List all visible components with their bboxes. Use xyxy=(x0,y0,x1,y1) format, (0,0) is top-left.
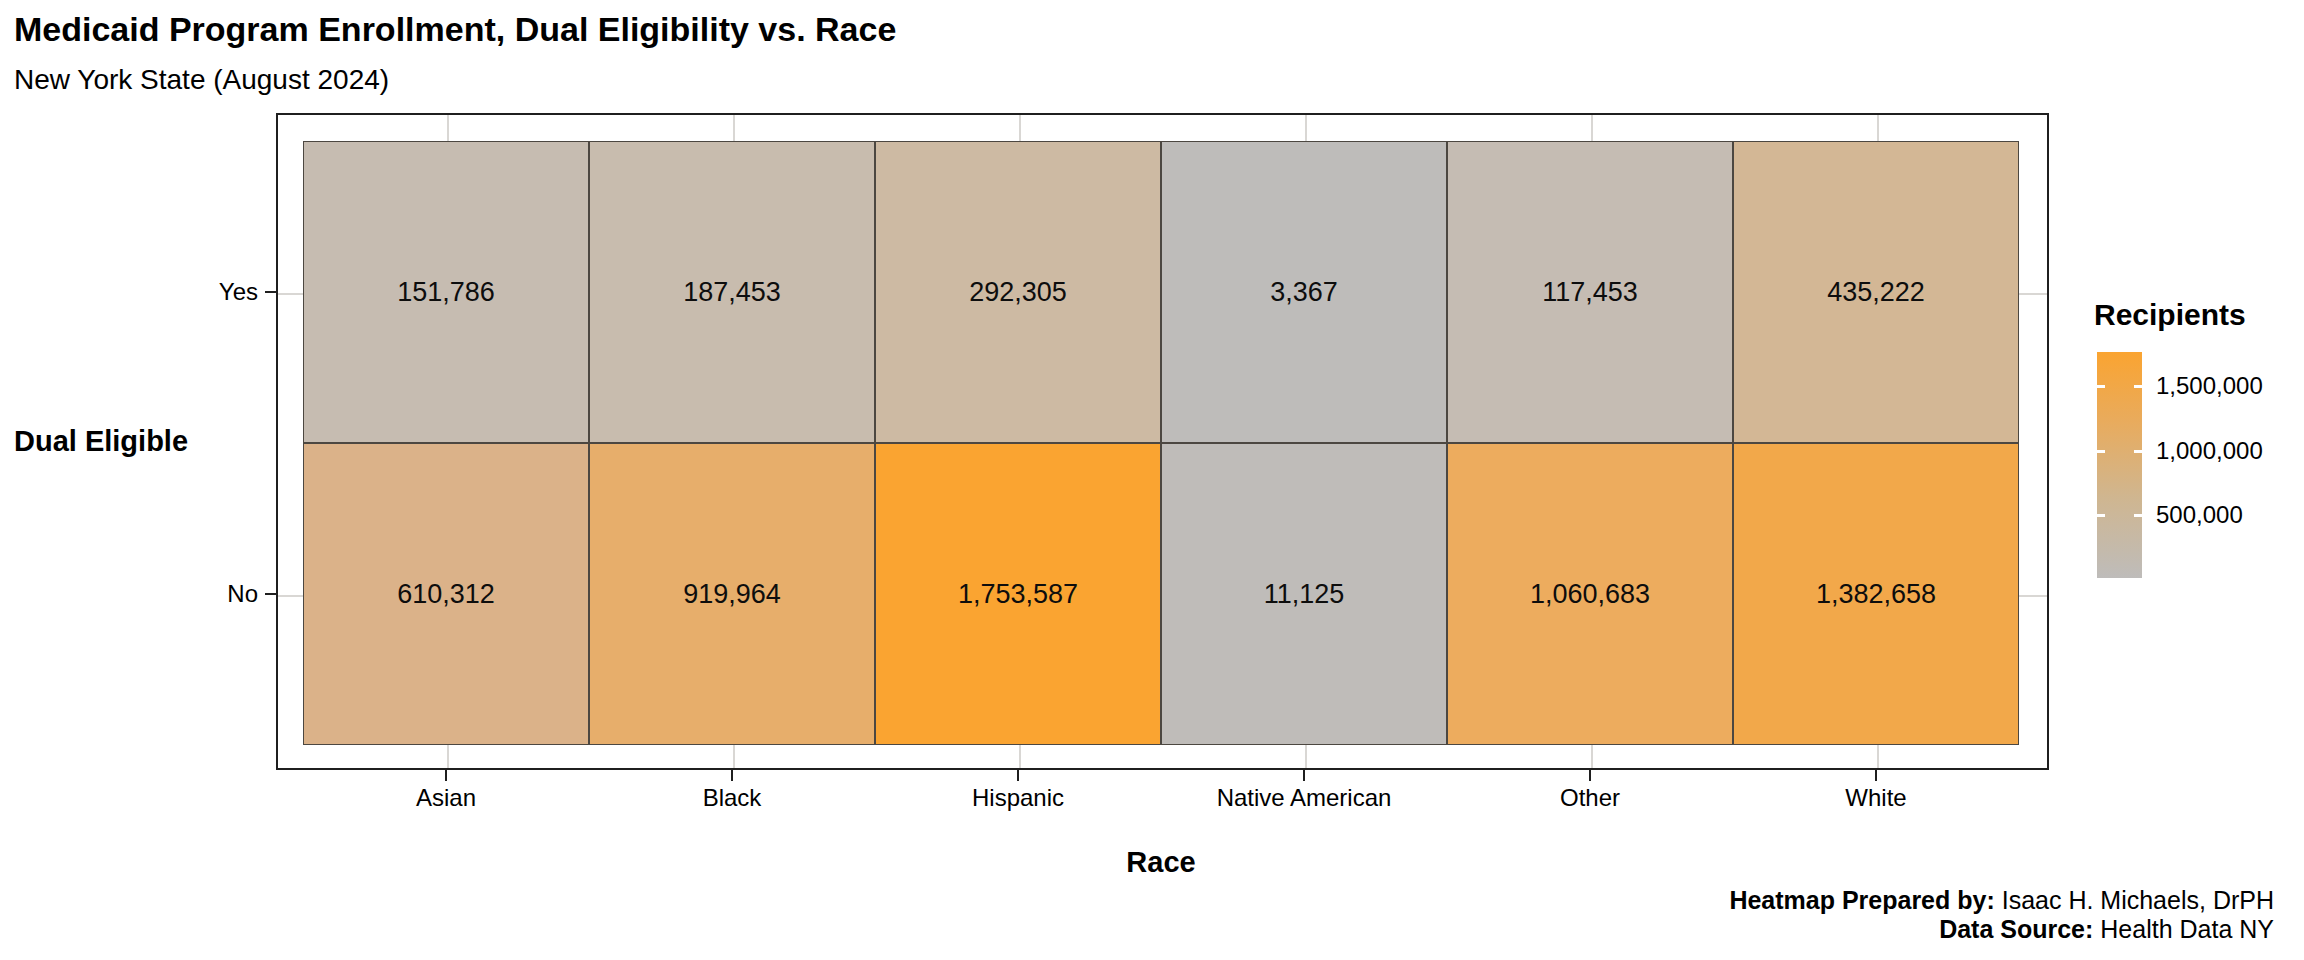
legend-tick-notch xyxy=(2134,385,2142,388)
heatmap-tile-grid: 151,786 187,453 292,305 3,367 117,453 43… xyxy=(303,141,2019,745)
heatmap-page: Medicaid Program Enrollment, Dual Eligib… xyxy=(0,0,2304,960)
y-axis-tick-label-yes: Yes xyxy=(148,278,258,306)
legend-tick-notch xyxy=(2097,514,2105,517)
x-tick-mark xyxy=(1017,770,1019,781)
legend-title: Recipients xyxy=(2094,298,2246,332)
footer-data-source-value: Health Data NY xyxy=(2093,915,2274,943)
y-tick-mark xyxy=(265,291,276,293)
cell-value: 3,367 xyxy=(1270,277,1338,308)
cell-value: 117,453 xyxy=(1542,277,1638,308)
cell-value: 1,382,658 xyxy=(1816,579,1936,610)
legend-tick-label: 1,500,000 xyxy=(2156,372,2263,400)
y-tick-mark xyxy=(265,593,276,595)
y-axis-tick-label-no: No xyxy=(148,580,258,608)
legend-tick-notch xyxy=(2097,450,2105,453)
x-axis-tick-label-native-american: Native American xyxy=(1174,784,1434,812)
x-tick-mark xyxy=(445,770,447,781)
heatmap-tile: 3,367 xyxy=(1161,141,1447,443)
cell-value: 151,786 xyxy=(397,277,495,308)
cell-value: 919,964 xyxy=(683,579,781,610)
x-tick-mark xyxy=(1875,770,1877,781)
y-axis-title: Dual Eligible xyxy=(14,425,188,458)
heatmap-tile: 151,786 xyxy=(303,141,589,443)
heatmap-tile: 919,964 xyxy=(589,443,875,745)
heatmap-tile: 1,382,658 xyxy=(1733,443,2019,745)
legend-tick-notch xyxy=(2097,385,2105,388)
x-axis-title: Race xyxy=(1061,846,1261,879)
heatmap-tile: 1,060,683 xyxy=(1447,443,1733,745)
heatmap-tile: 435,222 xyxy=(1733,141,2019,443)
legend-tick-notch xyxy=(2134,450,2142,453)
heatmap-tile: 292,305 xyxy=(875,141,1161,443)
x-tick-mark xyxy=(1589,770,1591,781)
footer-prepared-by-value: Isaac H. Michaels, DrPH xyxy=(1995,886,2274,914)
cell-value: 1,753,587 xyxy=(958,579,1078,610)
page-title: Medicaid Program Enrollment, Dual Eligib… xyxy=(14,10,896,49)
legend-tick-label: 500,000 xyxy=(2156,501,2243,529)
cell-value: 11,125 xyxy=(1264,579,1345,610)
heatmap-tile: 610,312 xyxy=(303,443,589,745)
legend-tick-label: 1,000,000 xyxy=(2156,437,2263,465)
x-axis-tick-label-black: Black xyxy=(602,784,862,812)
heatmap-tile: 117,453 xyxy=(1447,141,1733,443)
page-subtitle: New York State (August 2024) xyxy=(14,64,389,96)
heatmap-tile: 11,125 xyxy=(1161,443,1447,745)
footer-prepared-by-label: Heatmap Prepared by: xyxy=(1729,886,1994,914)
x-tick-mark xyxy=(1303,770,1305,781)
x-tick-mark xyxy=(731,770,733,781)
cell-value: 610,312 xyxy=(397,579,495,610)
footer-credits: Heatmap Prepared by: Isaac H. Michaels, … xyxy=(1729,886,2274,944)
cell-value: 435,222 xyxy=(1827,277,1925,308)
footer-prepared-by: Heatmap Prepared by: Isaac H. Michaels, … xyxy=(1729,886,2274,915)
x-axis-tick-label-hispanic: Hispanic xyxy=(888,784,1148,812)
legend-gradient-bar xyxy=(2097,352,2142,578)
x-axis-tick-label-other: Other xyxy=(1460,784,1720,812)
cell-value: 292,305 xyxy=(969,277,1067,308)
cell-value: 1,060,683 xyxy=(1530,579,1650,610)
cell-value: 187,453 xyxy=(683,277,781,308)
legend-tick-notch xyxy=(2134,514,2142,517)
x-axis-tick-label-asian: Asian xyxy=(316,784,576,812)
heatmap-tile: 187,453 xyxy=(589,141,875,443)
footer-data-source-label: Data Source: xyxy=(1939,915,2093,943)
footer-data-source: Data Source: Health Data NY xyxy=(1729,915,2274,944)
heatmap-tile: 1,753,587 xyxy=(875,443,1161,745)
x-axis-tick-label-white: White xyxy=(1746,784,2006,812)
